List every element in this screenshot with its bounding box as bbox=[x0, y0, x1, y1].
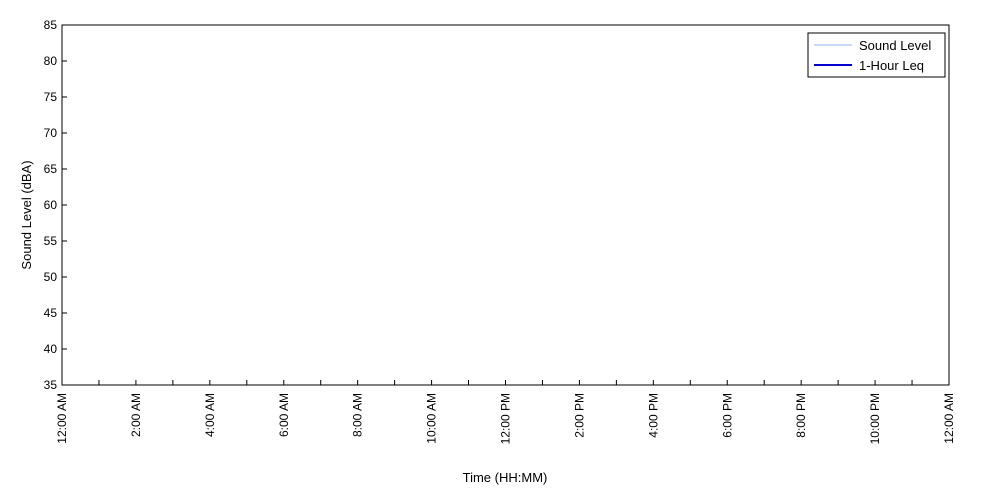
y-tick-label: 60 bbox=[44, 198, 58, 212]
x-tick-label: 10:00 PM bbox=[868, 393, 882, 444]
x-tick-label: 6:00 PM bbox=[720, 393, 734, 438]
y-tick-label: 50 bbox=[44, 270, 58, 284]
y-tick-label: 35 bbox=[44, 378, 58, 392]
y-tick-label: 75 bbox=[44, 90, 58, 104]
x-tick-label: 2:00 PM bbox=[572, 393, 586, 438]
y-axis-label: Sound Level (dBA) bbox=[19, 160, 34, 269]
x-tick-label: 6:00 AM bbox=[277, 393, 291, 437]
legend-label: Sound Level bbox=[859, 38, 931, 53]
plot-frame bbox=[61, 24, 950, 386]
x-tick-label: 8:00 AM bbox=[351, 393, 365, 437]
x-tick-label: 4:00 PM bbox=[646, 393, 660, 438]
x-tick-label: 4:00 AM bbox=[203, 393, 217, 437]
x-tick-label: 10:00 AM bbox=[425, 393, 439, 444]
x-tick-label: 2:00 AM bbox=[129, 393, 143, 437]
y-tick-label: 40 bbox=[44, 342, 58, 356]
y-tick-label: 65 bbox=[44, 162, 58, 176]
legend-label: 1-Hour Leq bbox=[859, 58, 924, 73]
legend: Sound Level 1-Hour Leq bbox=[807, 32, 946, 78]
y-tick-label: 80 bbox=[44, 54, 58, 68]
x-tick-label: 8:00 PM bbox=[794, 393, 808, 438]
y-tick-label: 55 bbox=[44, 234, 58, 248]
axes: 35 40 45 50 55 60 65 70 75 80 85 12:00 AM 2:00 AM 4:0… bbox=[44, 18, 956, 444]
x-tick-label: 12:00 PM bbox=[499, 393, 513, 444]
y-tick-label: 45 bbox=[44, 306, 58, 320]
y-tick-label: 70 bbox=[44, 126, 58, 140]
legend-box bbox=[807, 32, 946, 78]
x-tick-label: 12:00 AM bbox=[55, 393, 69, 444]
x-tick-label: 12:00 AM bbox=[942, 393, 956, 444]
y-tick-label: 85 bbox=[44, 18, 58, 32]
x-axis-label: Time (HH:MM) bbox=[463, 470, 548, 485]
